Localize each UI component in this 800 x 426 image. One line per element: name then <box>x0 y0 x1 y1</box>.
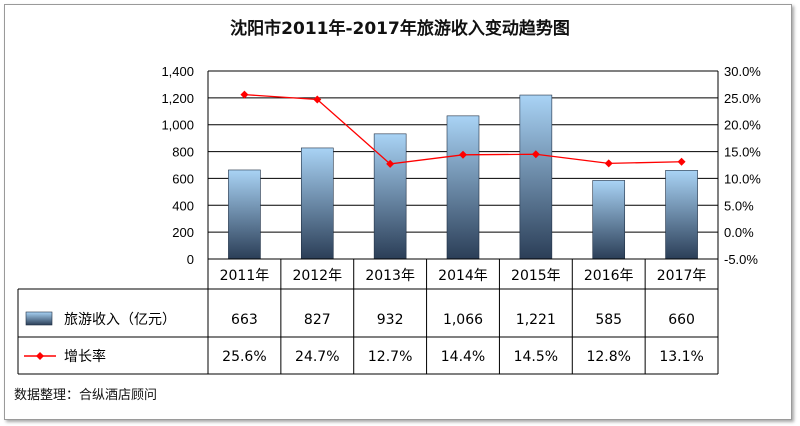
bar <box>228 169 261 260</box>
y-left-tick-label: 800 <box>172 145 194 160</box>
y-right-tick-label: 20.0% <box>724 118 761 133</box>
table-value-growth: 14.4% <box>441 349 485 365</box>
bar <box>665 170 698 260</box>
bar <box>519 94 553 260</box>
table-value-growth: 13.1% <box>659 349 703 365</box>
line-point <box>604 159 613 168</box>
line-point <box>677 157 686 166</box>
table-value-revenue: 827 <box>304 312 331 328</box>
y-right-tick-label: 30.0% <box>724 64 761 79</box>
y-left-tick-label: 200 <box>172 225 194 240</box>
x-tick-label: 2015年 <box>511 268 561 284</box>
table-value-revenue: 1,221 <box>516 312 556 328</box>
x-tick-label: 2016年 <box>584 268 634 284</box>
table-value-revenue: 1,066 <box>443 312 483 328</box>
table-value-growth: 14.5% <box>514 349 558 365</box>
line-point <box>386 159 395 168</box>
y-left-tick-label: 600 <box>172 171 194 186</box>
source-note: 数据整理：合纵酒店顾问 <box>14 388 158 403</box>
x-tick-label: 2014年 <box>438 268 488 284</box>
x-tick-label: 2011年 <box>220 268 270 284</box>
table-value-revenue: 585 <box>595 312 622 328</box>
y-left-tick-label: 1,200 <box>161 91 194 106</box>
table-value-growth: 25.6% <box>222 349 266 365</box>
table-value-growth: 24.7% <box>295 349 339 365</box>
y-right-tick-label: 0.0% <box>724 225 754 240</box>
y-right-tick-label: -5.0% <box>724 252 758 267</box>
x-tick-label: 2017年 <box>657 268 707 284</box>
legend-swatch-revenue <box>25 311 53 326</box>
y-right-tick-label: 15.0% <box>724 145 761 160</box>
y-left-tick-label: 0 <box>187 252 194 267</box>
y-left-tick-label: 400 <box>172 198 194 213</box>
table-value-growth: 12.7% <box>368 349 412 365</box>
line-point <box>313 95 322 104</box>
table-value-growth: 12.8% <box>586 349 630 365</box>
bar <box>592 180 626 260</box>
table-value-revenue: 660 <box>668 312 695 328</box>
line-point <box>531 150 540 159</box>
x-tick-label: 2012年 <box>292 268 342 284</box>
y-left-tick-label: 1,400 <box>161 64 194 79</box>
line-point <box>240 90 249 99</box>
x-tick-label: 2013年 <box>365 268 415 284</box>
legend-marker-growth <box>36 352 44 360</box>
bar <box>446 115 480 260</box>
line-point <box>459 150 467 159</box>
table-value-revenue: 932 <box>377 312 404 328</box>
y-right-tick-label: 5.0% <box>724 198 754 213</box>
y-right-tick-label: 25.0% <box>724 91 761 106</box>
bar <box>300 147 334 260</box>
y-left-tick-label: 1,000 <box>161 118 194 133</box>
legend-label-revenue: 旅游收入（亿元） <box>64 312 176 328</box>
bar <box>373 133 407 260</box>
chart-title: 沈阳市2011年-2017年旅游收入变动趋势图 <box>230 19 570 39</box>
table-value-revenue: 663 <box>231 312 258 328</box>
legend-label-growth: 增长率 <box>64 348 106 365</box>
y-right-tick-label: 10.0% <box>724 171 761 186</box>
